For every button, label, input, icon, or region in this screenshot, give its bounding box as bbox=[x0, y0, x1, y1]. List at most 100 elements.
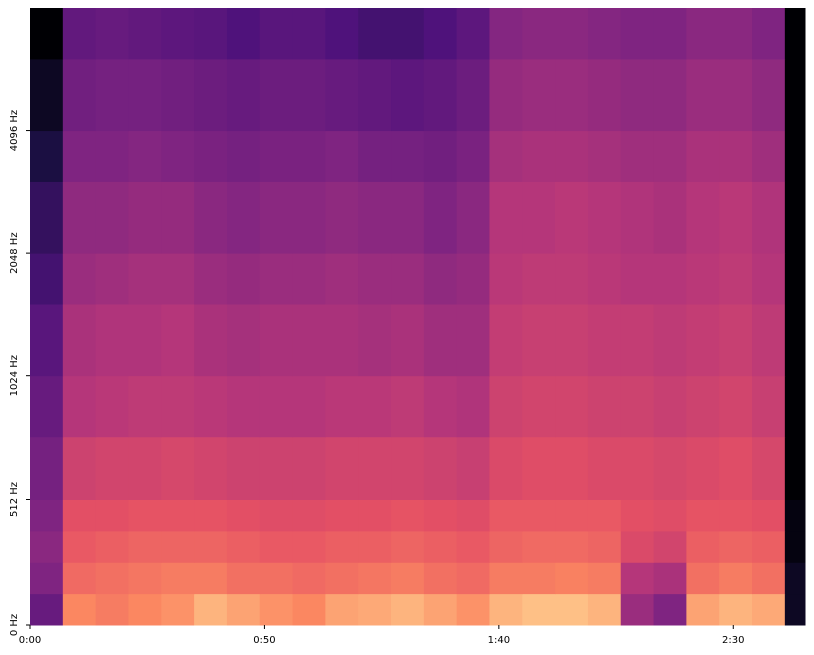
cell bbox=[620, 181, 655, 254]
cell bbox=[555, 130, 589, 182]
x-tick-label: 2:30 bbox=[722, 635, 744, 646]
cell bbox=[555, 436, 589, 500]
cell bbox=[587, 303, 622, 377]
cell bbox=[358, 499, 392, 532]
cell bbox=[95, 130, 129, 182]
cell bbox=[95, 181, 129, 254]
cell bbox=[62, 375, 97, 438]
cell bbox=[784, 58, 806, 132]
cell bbox=[719, 181, 753, 254]
cell bbox=[358, 375, 392, 438]
cell bbox=[587, 253, 622, 305]
cell bbox=[30, 375, 64, 438]
cell bbox=[587, 436, 622, 500]
cell bbox=[259, 303, 294, 377]
cell bbox=[30, 130, 64, 182]
cell bbox=[226, 375, 261, 438]
cell bbox=[325, 562, 359, 595]
cell bbox=[555, 562, 589, 595]
cell bbox=[358, 562, 392, 595]
cell bbox=[719, 130, 753, 182]
cell bbox=[325, 530, 359, 563]
cell bbox=[226, 499, 261, 532]
cell bbox=[325, 499, 359, 532]
cell bbox=[653, 562, 687, 595]
cell bbox=[456, 8, 490, 60]
cell bbox=[161, 530, 195, 563]
cell bbox=[128, 593, 162, 626]
cell bbox=[30, 181, 64, 254]
cell bbox=[719, 436, 753, 500]
cell bbox=[62, 530, 97, 563]
cell bbox=[161, 562, 195, 595]
cell bbox=[325, 375, 359, 438]
cell bbox=[456, 436, 490, 500]
y-tick-label: 0 Hz bbox=[9, 614, 20, 636]
cell bbox=[456, 181, 490, 254]
cell bbox=[653, 181, 687, 254]
cell bbox=[587, 181, 622, 254]
cell bbox=[719, 58, 753, 132]
cell bbox=[161, 181, 195, 254]
cell bbox=[489, 181, 523, 254]
cell bbox=[620, 499, 655, 532]
cell bbox=[686, 58, 720, 132]
spectrogram bbox=[30, 8, 806, 626]
cell bbox=[226, 436, 261, 500]
cell bbox=[292, 181, 326, 254]
cell bbox=[784, 303, 806, 377]
cell bbox=[292, 562, 326, 595]
cell bbox=[653, 303, 687, 377]
cell bbox=[686, 436, 720, 500]
x-tick-label: 0:00 bbox=[19, 635, 41, 646]
cell bbox=[456, 562, 490, 595]
cell bbox=[784, 499, 806, 532]
cell bbox=[522, 375, 556, 438]
cell bbox=[292, 58, 326, 132]
cell bbox=[62, 593, 97, 626]
cell bbox=[423, 499, 458, 532]
cell bbox=[653, 253, 687, 305]
cell bbox=[391, 303, 425, 377]
cell bbox=[555, 530, 589, 563]
cell bbox=[128, 181, 162, 254]
cell bbox=[752, 58, 786, 132]
cell bbox=[653, 436, 687, 500]
cell bbox=[752, 593, 786, 626]
cell bbox=[489, 436, 523, 500]
cell bbox=[456, 253, 490, 305]
cell bbox=[391, 436, 425, 500]
cell bbox=[95, 593, 129, 626]
cell bbox=[325, 436, 359, 500]
cell bbox=[587, 130, 622, 182]
cell bbox=[226, 58, 261, 132]
cell bbox=[587, 593, 622, 626]
cell bbox=[161, 375, 195, 438]
cell bbox=[95, 530, 129, 563]
cell bbox=[456, 375, 490, 438]
cell bbox=[194, 303, 228, 377]
y-tick-label: 2048 Hz bbox=[9, 232, 20, 273]
cell bbox=[456, 58, 490, 132]
cell bbox=[226, 593, 261, 626]
cell bbox=[423, 58, 458, 132]
cell bbox=[358, 593, 392, 626]
cell bbox=[522, 530, 556, 563]
cell bbox=[489, 593, 523, 626]
cell bbox=[358, 130, 392, 182]
cell bbox=[686, 375, 720, 438]
cell bbox=[325, 130, 359, 182]
cell bbox=[522, 436, 556, 500]
cell bbox=[226, 253, 261, 305]
cell bbox=[423, 303, 458, 377]
cell bbox=[391, 530, 425, 563]
cell bbox=[784, 593, 806, 626]
cell bbox=[620, 530, 655, 563]
cell bbox=[555, 8, 589, 60]
cell bbox=[62, 253, 97, 305]
cell bbox=[325, 58, 359, 132]
cell bbox=[620, 303, 655, 377]
cell bbox=[358, 8, 392, 60]
cell bbox=[226, 562, 261, 595]
